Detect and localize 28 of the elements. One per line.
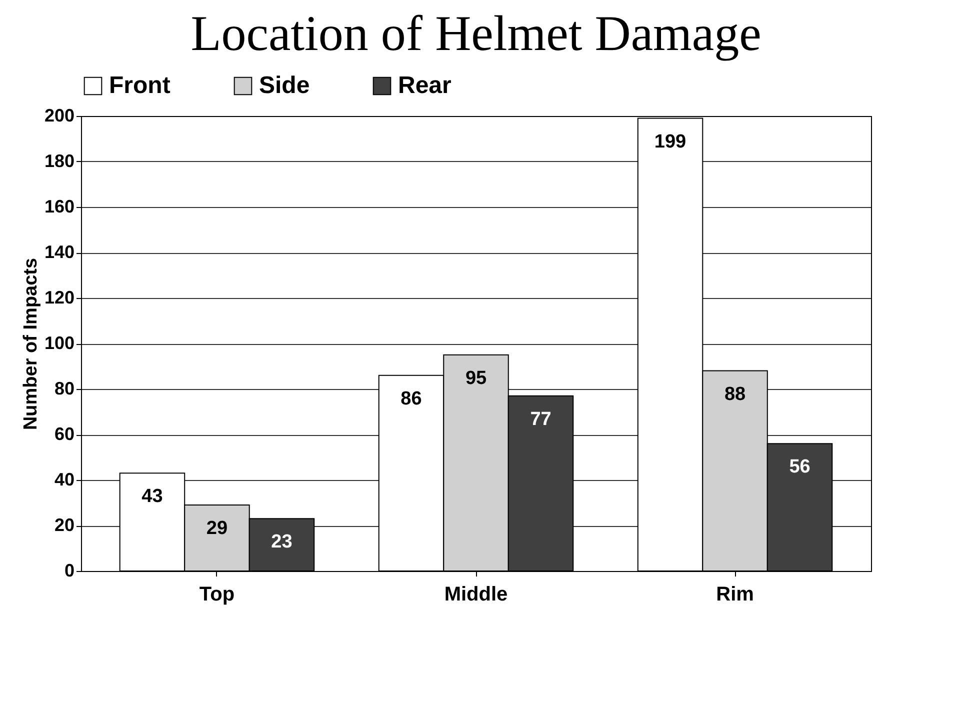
data-label: 23 [271,532,292,553]
y-tick-label: 20 [54,515,74,535]
data-label: 88 [724,384,746,405]
x-tick-label: Middle [444,584,508,606]
chart-title: Location of Helmet Damage [190,5,762,61]
legend-label: Front [109,72,170,99]
data-label: 95 [465,368,487,389]
x-tick-label: Rim [716,584,754,606]
x-tick-label: Top [199,584,235,606]
data-label: 29 [206,518,228,540]
data-label: 43 [142,486,163,508]
y-tick-label: 120 [44,288,74,308]
y-tick-label: 200 [44,106,74,126]
y-tick-label: 0 [64,560,74,580]
data-label: 77 [530,408,552,430]
legend-label: Rear [398,72,452,99]
y-tick-label: 180 [44,151,74,171]
y-tick-label: 40 [54,470,74,490]
y-tick-label: 100 [44,333,74,353]
y-tick-label: 80 [54,378,74,398]
y-tick-label: 60 [54,424,74,444]
y-axis-title: Number of Impacts [20,258,42,430]
data-label: 56 [789,456,810,478]
y-tick-label: 160 [44,196,74,216]
data-label: 199 [654,131,686,152]
data-label: 86 [400,388,422,410]
y-tick-label: 140 [44,242,74,262]
legend-label: Side [259,72,310,99]
